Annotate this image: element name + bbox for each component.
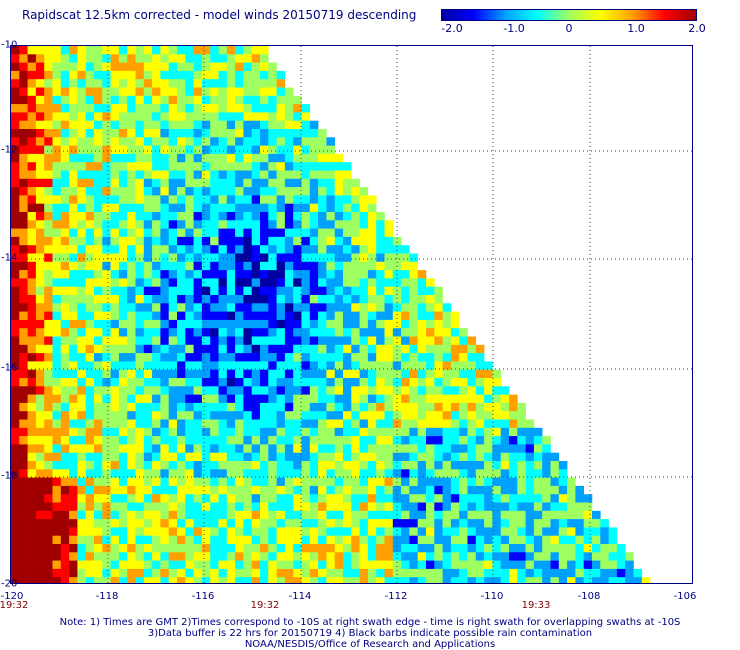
- lat-tick-label: -16: [1, 362, 18, 374]
- lon-tick-label: -108: [577, 591, 601, 602]
- lat-tick-label: -20: [1, 578, 18, 590]
- lat-tick-label: -18: [1, 470, 18, 482]
- colorbar-label: 2.0: [688, 22, 706, 35]
- lon-tick-label: -114: [288, 591, 312, 602]
- colorbar-label: 1.0: [627, 22, 645, 35]
- footnote-line: Note: 1) Times are GMT 2)Times correspon…: [59, 617, 681, 628]
- pass-time: 19:32: [250, 600, 280, 611]
- wind-difference-map: [10, 45, 693, 584]
- lat-tick-label: -12: [1, 144, 18, 156]
- colorbar-label: -2.0: [441, 22, 463, 35]
- pass-time: 19:33: [521, 600, 551, 611]
- lon-tick-label: -120: [0, 591, 24, 602]
- lon-tick-label: -110: [480, 591, 504, 602]
- colorbar-label: 0: [565, 22, 573, 35]
- colorbar: [441, 9, 697, 21]
- lon-tick-label: -118: [95, 591, 119, 602]
- lon-tick-label: -116: [191, 591, 215, 602]
- lat-tick-label: -10: [1, 39, 18, 51]
- wind-field-raster: [11, 46, 692, 583]
- footnote-line: 3)Data buffer is 22 hrs for 20150719 4) …: [147, 628, 593, 639]
- lon-tick-label: -106: [673, 591, 697, 602]
- lon-tick-label: -112: [384, 591, 408, 602]
- map-title: Rapidscat 12.5km corrected - model winds…: [22, 8, 417, 22]
- lat-tick-label: -14: [1, 252, 18, 264]
- colorbar-label: -1.0: [503, 22, 525, 35]
- footnote-line: NOAA/NESDIS/Office of Research and Appli…: [244, 639, 496, 650]
- pass-time: 19:32: [0, 600, 29, 611]
